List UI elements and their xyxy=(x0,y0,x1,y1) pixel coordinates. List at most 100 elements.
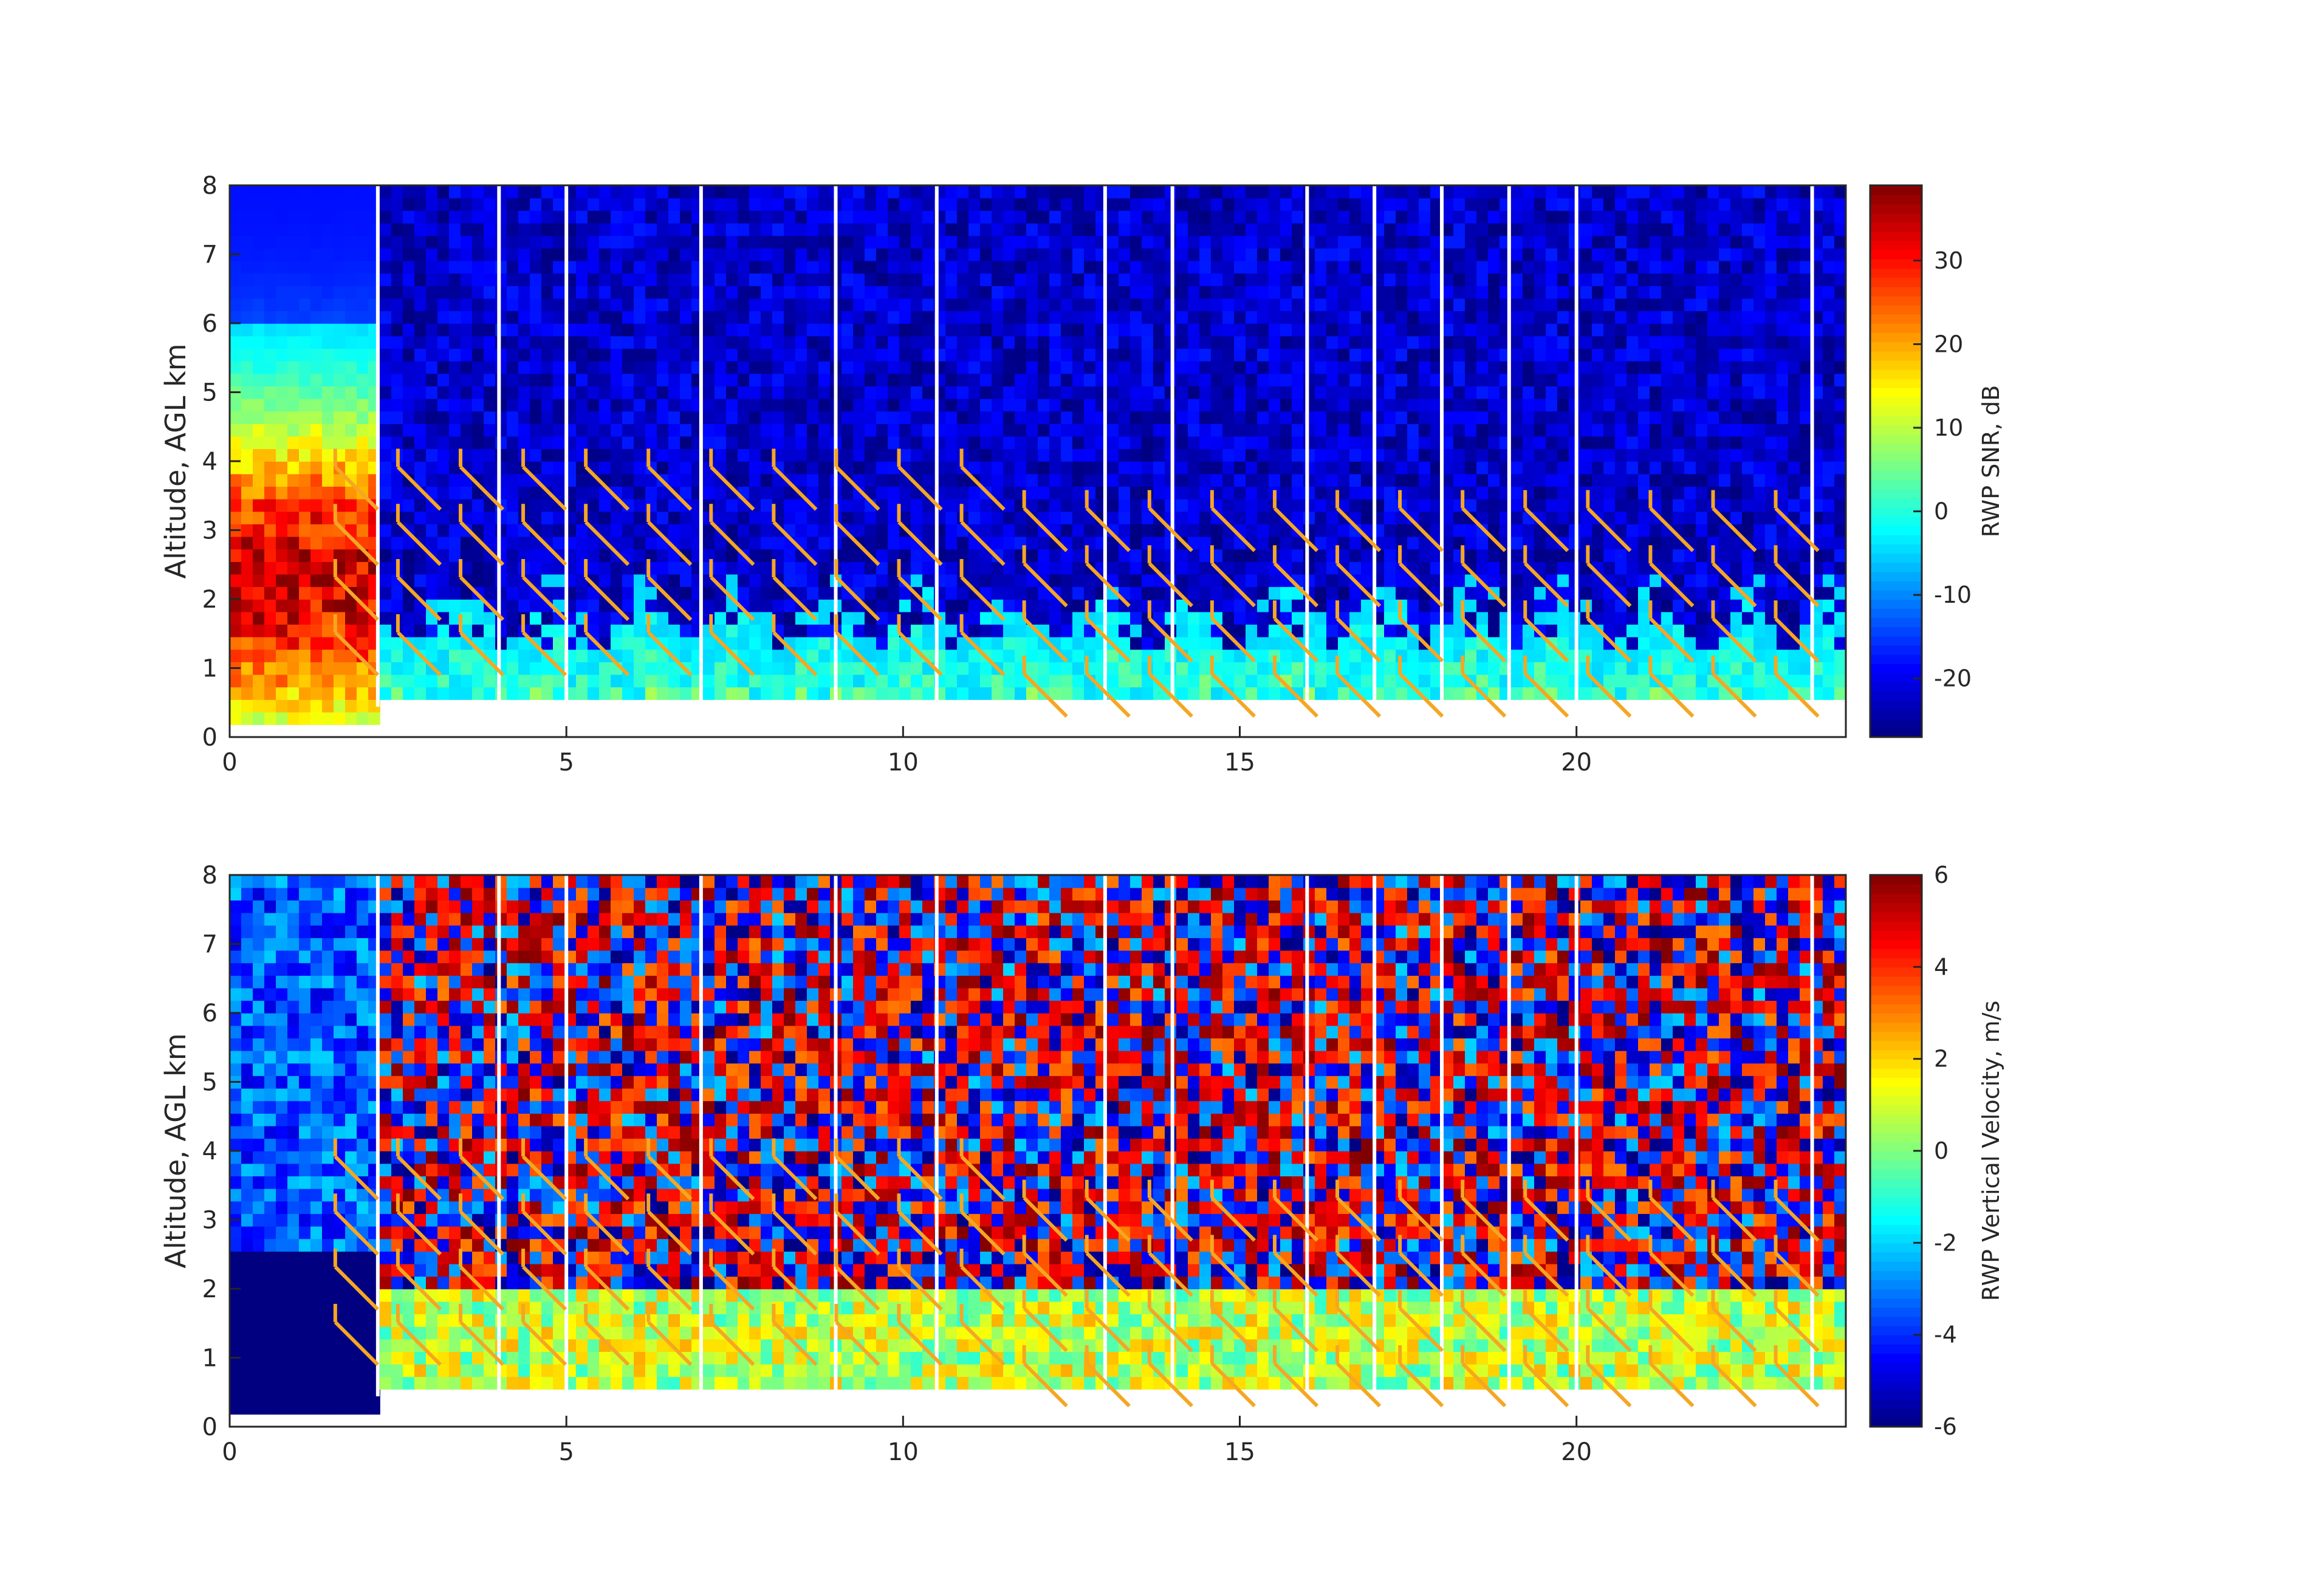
heatmap-cell xyxy=(287,536,300,550)
heatmap-cell xyxy=(1234,273,1246,286)
heatmap-cell xyxy=(807,636,819,650)
heatmap-cell xyxy=(1476,536,1489,550)
heatmap-cell xyxy=(899,574,911,588)
heatmap-cell xyxy=(645,536,657,550)
heatmap-cell xyxy=(553,511,565,524)
heatmap-cell xyxy=(715,398,727,412)
heatmap-cell xyxy=(738,373,750,386)
heatmap-cell xyxy=(1003,624,1015,637)
heatmap-cell xyxy=(1580,424,1592,437)
heatmap-cell xyxy=(611,511,623,524)
heatmap-cell xyxy=(1626,674,1639,688)
heatmap-cell xyxy=(634,310,646,324)
heatmap-cell xyxy=(1257,197,1269,211)
heatmap-cell xyxy=(345,348,357,362)
heatmap-cell xyxy=(1176,436,1188,450)
heatmap-cell xyxy=(611,611,623,625)
heatmap-cell xyxy=(1476,674,1489,688)
heatmap-cell xyxy=(1015,248,1027,261)
heatmap-cell xyxy=(1396,248,1408,261)
heatmap-cell xyxy=(241,561,253,575)
heatmap-cell xyxy=(253,461,265,475)
heatmap-cell xyxy=(1211,360,1223,374)
heatmap-cell xyxy=(530,185,542,199)
heatmap-cell xyxy=(922,286,934,299)
heatmap-cell xyxy=(668,185,680,199)
heatmap-cell xyxy=(391,348,403,362)
heatmap-cell xyxy=(761,436,773,450)
heatmap-cell xyxy=(784,624,796,637)
heatmap-cell xyxy=(1396,286,1408,299)
heatmap-cell xyxy=(1580,185,1592,199)
heatmap-cell xyxy=(968,360,981,374)
heatmap-cell xyxy=(1476,260,1489,274)
heatmap-cell xyxy=(437,197,450,211)
heatmap-cell xyxy=(1199,222,1212,236)
heatmap-cell xyxy=(853,574,865,588)
heatmap-cell xyxy=(1061,473,1073,487)
heatmap-cell xyxy=(1269,360,1281,374)
heatmap-cell xyxy=(1603,286,1616,299)
heatmap-cell xyxy=(1107,649,1119,662)
heatmap-cell xyxy=(968,561,981,575)
heatmap-cell xyxy=(1361,373,1373,386)
heatmap-cell xyxy=(738,260,750,274)
heatmap-cell xyxy=(715,599,727,612)
heatmap-cell xyxy=(1142,373,1154,386)
heatmap-cell xyxy=(1072,536,1085,550)
heatmap-cell xyxy=(1084,436,1096,450)
heatmap-cell xyxy=(1119,248,1131,261)
heatmap-cell xyxy=(1049,348,1061,362)
heatmap-cell xyxy=(1246,498,1258,512)
heatmap-cell xyxy=(1130,310,1142,324)
heatmap-cell xyxy=(1049,536,1061,550)
heatmap-cell xyxy=(622,649,634,662)
heatmap-cell xyxy=(911,235,923,249)
heatmap-cell xyxy=(518,298,530,312)
heatmap-cell xyxy=(1396,273,1408,286)
heatmap-cell xyxy=(1084,687,1096,700)
heatmap-cell xyxy=(1557,674,1569,688)
heatmap-cell xyxy=(611,636,623,650)
heatmap-cell xyxy=(1407,473,1419,487)
heatmap-cell xyxy=(1534,273,1546,286)
heatmap-cell xyxy=(1419,498,1431,512)
heatmap-cell xyxy=(795,436,807,450)
heatmap-cell xyxy=(945,273,958,286)
heatmap-cell xyxy=(437,524,450,537)
heatmap-cell xyxy=(230,561,242,575)
heatmap-cell xyxy=(1326,298,1339,312)
heatmap-cell xyxy=(1292,348,1304,362)
heatmap-cell xyxy=(230,323,242,337)
heatmap-cell xyxy=(1407,348,1419,362)
heatmap-cell xyxy=(784,286,796,299)
heatmap-cell xyxy=(1257,486,1269,499)
heatmap-cell xyxy=(391,386,403,399)
heatmap-cell xyxy=(599,210,611,224)
heatmap-cell xyxy=(622,674,634,688)
heatmap-cell xyxy=(1199,674,1212,688)
heatmap-cell xyxy=(761,210,773,224)
heatmap-cell xyxy=(1419,298,1431,312)
heatmap-cell xyxy=(264,574,276,588)
heatmap-cell xyxy=(784,210,796,224)
heatmap-cell xyxy=(403,248,415,261)
heatmap-cell xyxy=(1338,586,1350,600)
heatmap-cell xyxy=(1511,373,1523,386)
heatmap-cell xyxy=(380,185,392,199)
heatmap-cell xyxy=(449,473,461,487)
heatmap-cell xyxy=(449,222,461,236)
heatmap-cell xyxy=(634,298,646,312)
heatmap-cell xyxy=(1211,273,1223,286)
heatmap-cell xyxy=(749,574,761,588)
heatmap-cell xyxy=(588,286,600,299)
heatmap-cell xyxy=(1488,674,1500,688)
heatmap-cell xyxy=(1396,586,1408,600)
heatmap-cell xyxy=(680,386,692,399)
heatmap-cell xyxy=(599,511,611,524)
heatmap-cell xyxy=(634,436,646,450)
heatmap-cell xyxy=(264,298,276,312)
heatmap-cell xyxy=(668,624,680,637)
heatmap-cell xyxy=(1026,386,1038,399)
heatmap-cell xyxy=(1419,310,1431,324)
